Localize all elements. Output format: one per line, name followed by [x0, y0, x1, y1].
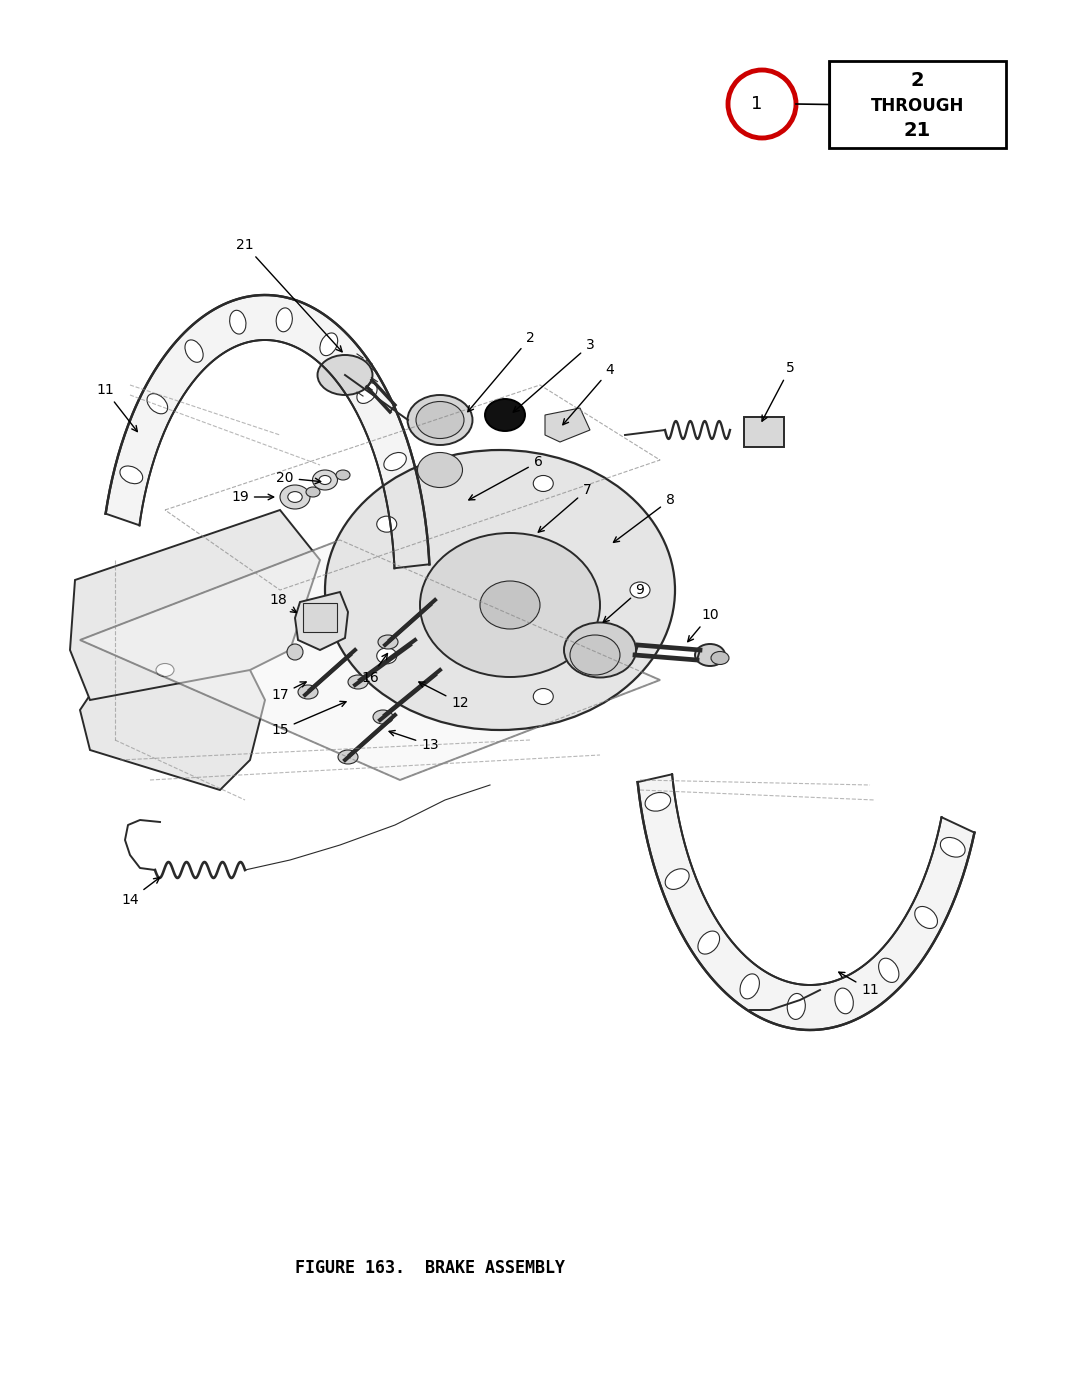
Ellipse shape: [534, 688, 553, 704]
Ellipse shape: [348, 676, 368, 689]
Ellipse shape: [377, 648, 396, 663]
Text: 5: 5: [762, 361, 795, 422]
Ellipse shape: [319, 475, 330, 485]
Text: 12: 12: [419, 682, 469, 710]
Text: 11: 11: [96, 383, 137, 431]
Ellipse shape: [373, 710, 393, 724]
Ellipse shape: [696, 644, 725, 666]
Ellipse shape: [156, 663, 174, 677]
Ellipse shape: [377, 516, 396, 533]
Text: 16: 16: [361, 654, 388, 685]
Ellipse shape: [336, 470, 350, 481]
Text: 18: 18: [269, 593, 296, 612]
Ellipse shape: [120, 465, 143, 483]
Text: 14: 14: [121, 877, 160, 908]
Ellipse shape: [665, 869, 689, 890]
Ellipse shape: [645, 792, 671, 811]
Ellipse shape: [941, 838, 966, 857]
Ellipse shape: [378, 634, 399, 649]
Ellipse shape: [383, 453, 406, 471]
Ellipse shape: [480, 581, 540, 629]
Text: 10: 10: [688, 608, 719, 641]
Circle shape: [287, 644, 303, 660]
Ellipse shape: [787, 994, 806, 1019]
Ellipse shape: [534, 475, 553, 492]
Ellipse shape: [711, 652, 729, 665]
Text: 2: 2: [910, 71, 924, 91]
Text: 8: 8: [613, 493, 674, 542]
Ellipse shape: [287, 492, 302, 503]
Ellipse shape: [407, 395, 473, 445]
Text: 3: 3: [513, 338, 594, 412]
FancyBboxPatch shape: [303, 603, 337, 632]
Text: THROUGH: THROUGH: [870, 97, 964, 115]
Ellipse shape: [570, 634, 620, 676]
Text: 17: 17: [271, 682, 306, 702]
Ellipse shape: [418, 453, 462, 487]
Text: 21: 21: [237, 238, 342, 351]
Text: 6: 6: [469, 454, 542, 500]
Ellipse shape: [485, 400, 525, 431]
Polygon shape: [80, 640, 265, 789]
Ellipse shape: [356, 383, 377, 404]
Ellipse shape: [230, 310, 246, 334]
Text: 19: 19: [231, 490, 273, 504]
Text: 13: 13: [389, 730, 438, 752]
Ellipse shape: [318, 356, 373, 395]
FancyBboxPatch shape: [829, 60, 1005, 148]
Polygon shape: [80, 540, 660, 780]
Text: FIGURE 163.  BRAKE ASSEMBLY: FIGURE 163. BRAKE ASSEMBLY: [295, 1259, 565, 1277]
Text: 15: 15: [271, 702, 346, 737]
Polygon shape: [70, 509, 320, 700]
Ellipse shape: [879, 958, 899, 983]
Ellipse shape: [306, 487, 320, 497]
Ellipse shape: [416, 401, 464, 438]
Ellipse shape: [298, 685, 318, 699]
Text: 4: 4: [563, 362, 615, 424]
Ellipse shape: [312, 470, 337, 490]
FancyBboxPatch shape: [744, 417, 784, 448]
Text: 7: 7: [538, 483, 592, 533]
Ellipse shape: [835, 989, 853, 1013]
Ellipse shape: [280, 485, 310, 509]
Ellipse shape: [276, 308, 293, 332]
Ellipse shape: [564, 622, 636, 677]
Text: 21: 21: [904, 121, 931, 140]
Ellipse shape: [399, 534, 422, 551]
Ellipse shape: [147, 394, 167, 413]
Ellipse shape: [740, 973, 759, 1000]
Polygon shape: [106, 295, 430, 568]
Polygon shape: [295, 592, 348, 649]
Ellipse shape: [420, 533, 600, 677]
Ellipse shape: [185, 341, 203, 362]
Text: 20: 20: [276, 471, 321, 485]
Ellipse shape: [698, 931, 719, 954]
Text: 11: 11: [839, 972, 879, 997]
Polygon shape: [637, 774, 974, 1030]
Ellipse shape: [320, 332, 338, 356]
Ellipse shape: [915, 906, 937, 928]
Text: 9: 9: [604, 584, 645, 622]
Ellipse shape: [338, 750, 357, 763]
Ellipse shape: [325, 450, 675, 730]
Text: 1: 1: [752, 95, 762, 113]
Polygon shape: [545, 408, 590, 442]
Ellipse shape: [630, 582, 650, 599]
Text: 2: 2: [468, 331, 535, 412]
